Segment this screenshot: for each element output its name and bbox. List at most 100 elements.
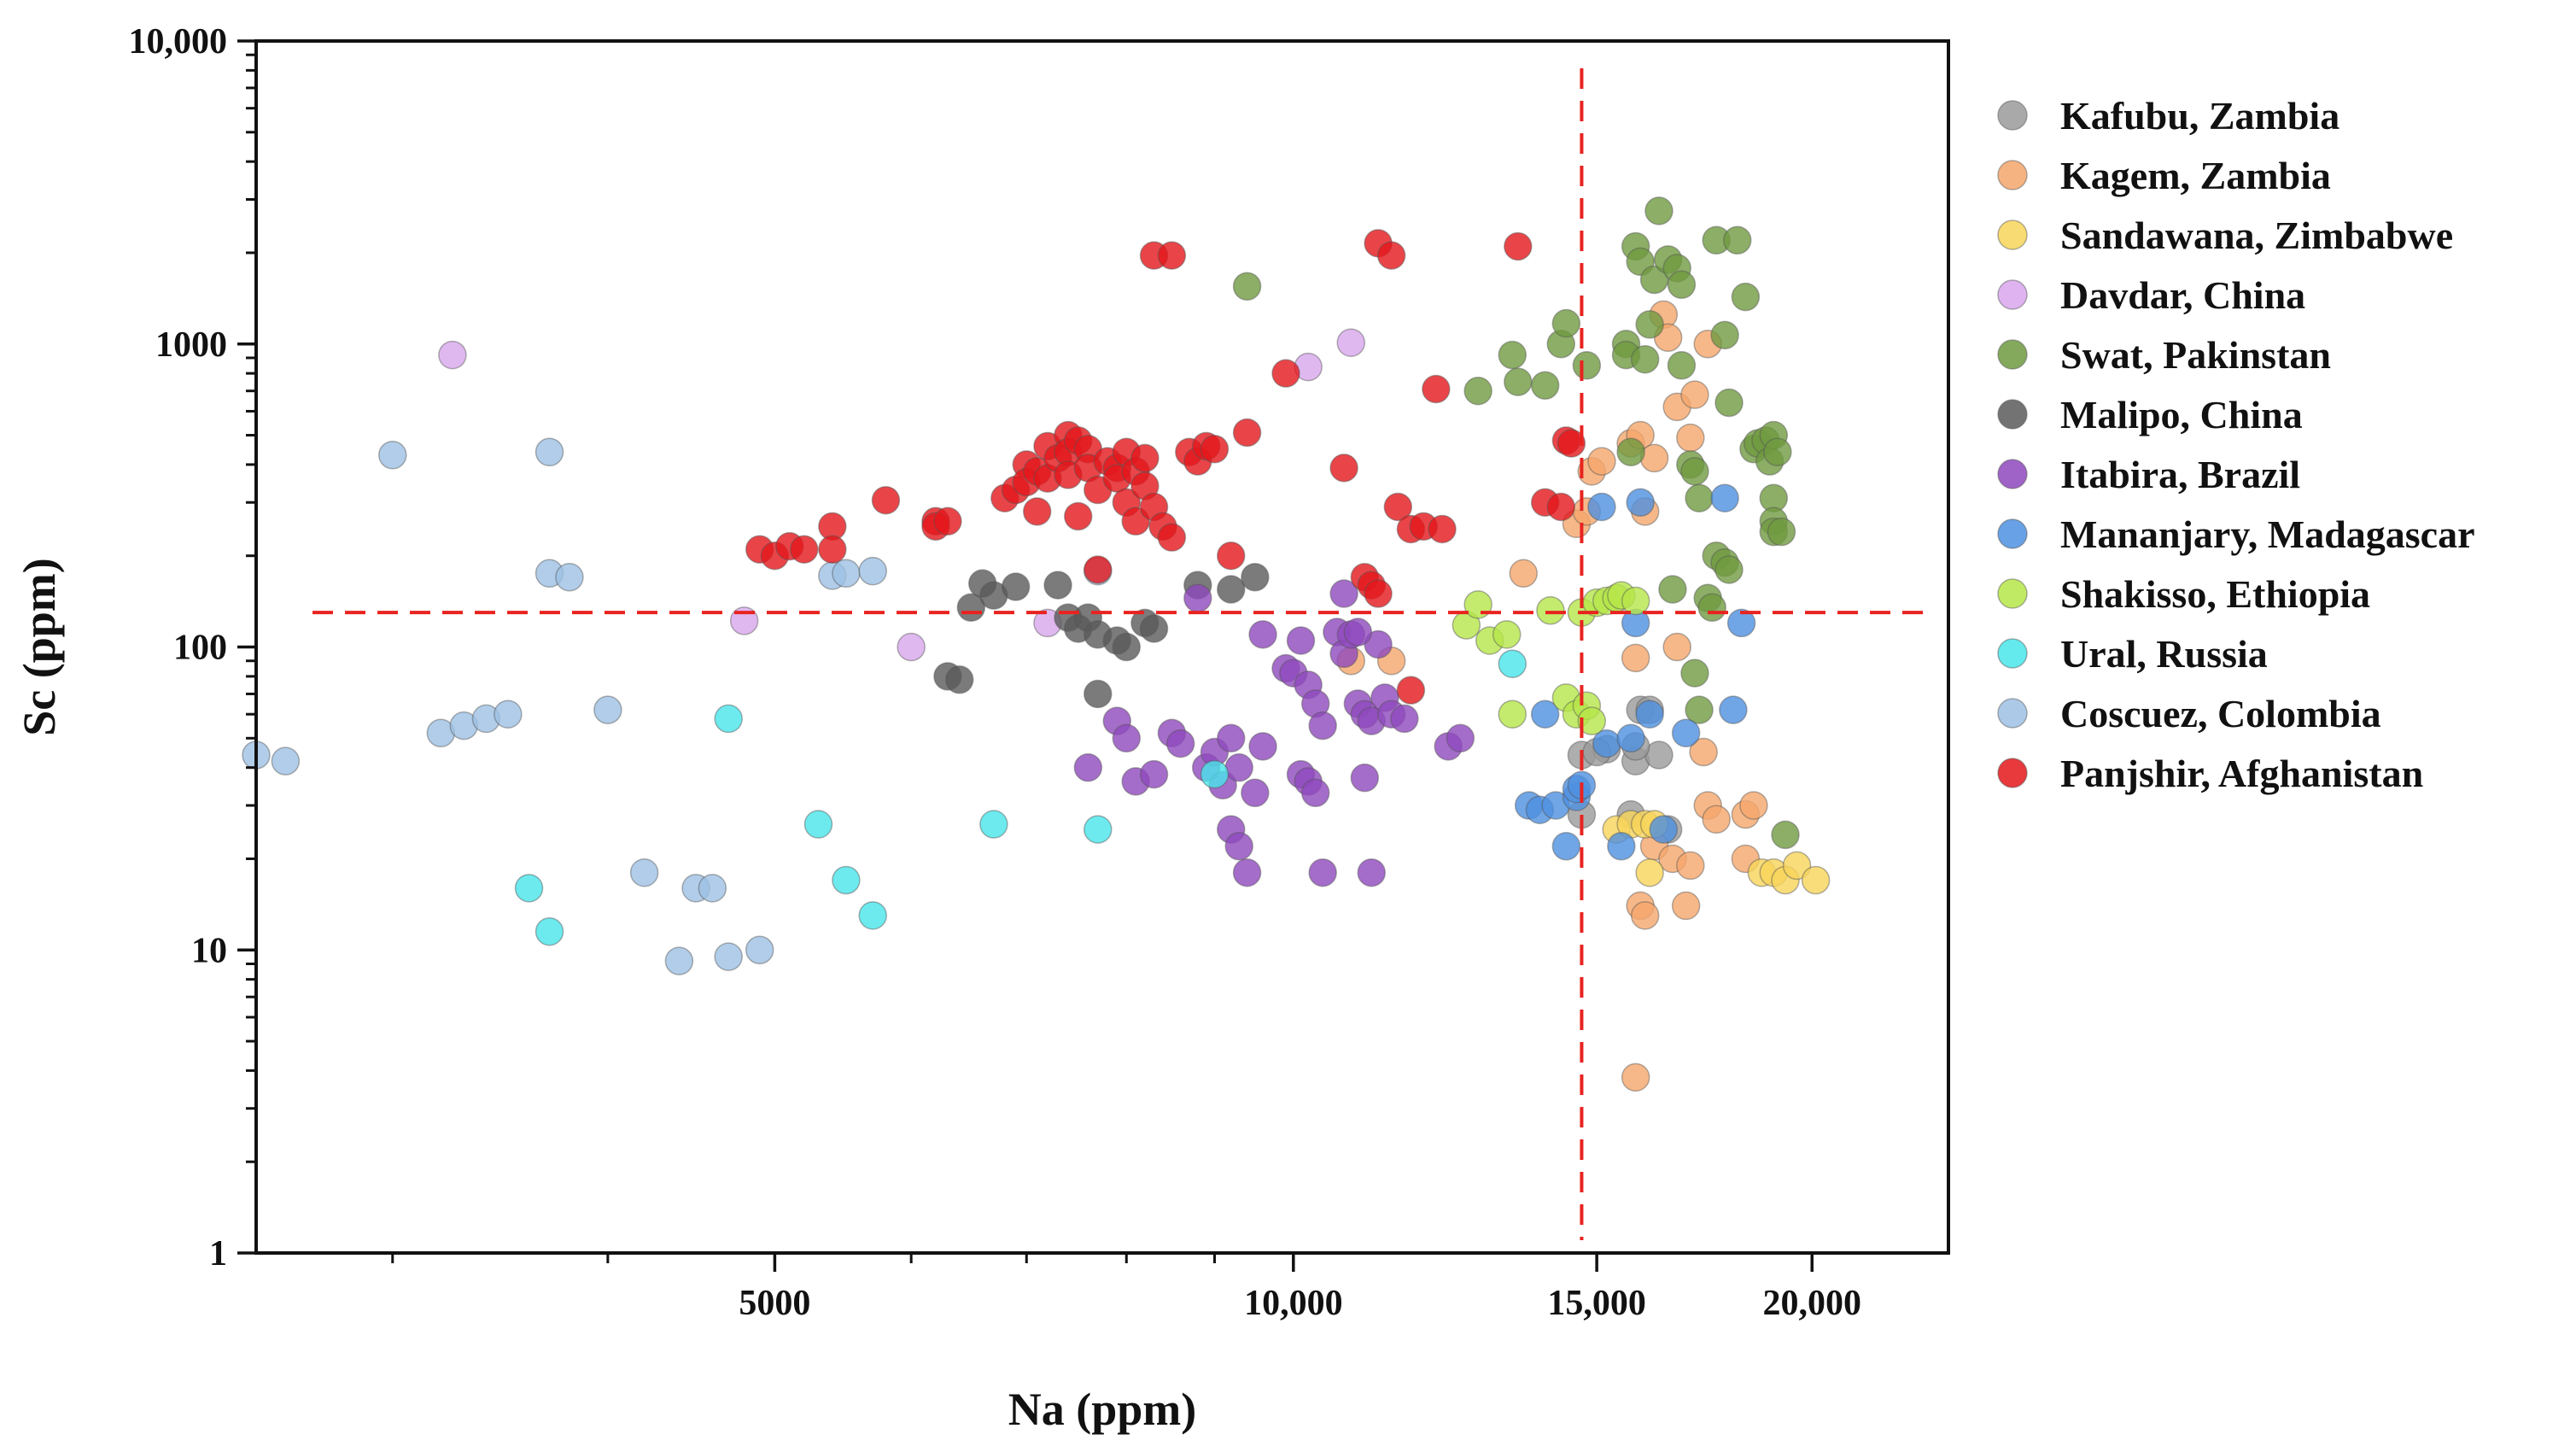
data-point xyxy=(1498,649,1527,678)
data-point xyxy=(1671,718,1701,747)
y-tick-label: 100 xyxy=(173,629,227,668)
data-point xyxy=(1232,418,1262,448)
data-point xyxy=(1680,457,1709,486)
data-point xyxy=(1782,851,1812,881)
data-point xyxy=(1217,723,1246,753)
data-point xyxy=(897,632,926,662)
data-point xyxy=(1635,310,1664,339)
data-point xyxy=(1771,820,1800,850)
data-point xyxy=(956,593,986,623)
data-point xyxy=(1530,700,1560,729)
data-point xyxy=(1336,328,1366,357)
data-point xyxy=(1504,367,1533,396)
data-point xyxy=(1157,241,1187,270)
data-point xyxy=(1492,620,1522,649)
data-point xyxy=(1726,608,1756,638)
data-point xyxy=(1719,695,1748,724)
legend-label: Kagem, Zambia xyxy=(2060,154,2331,197)
y-tick-label: 10,000 xyxy=(129,22,228,61)
data-point xyxy=(832,865,861,895)
data-point xyxy=(1551,308,1581,338)
data-point xyxy=(1644,196,1674,225)
data-point xyxy=(1649,815,1679,844)
data-point xyxy=(664,946,694,975)
data-point xyxy=(1084,815,1113,844)
data-point xyxy=(1697,593,1726,623)
data-point xyxy=(1383,492,1413,522)
data-point xyxy=(593,695,622,724)
data-point xyxy=(1241,562,1270,592)
data-point xyxy=(1112,723,1142,753)
data-point xyxy=(1714,555,1744,584)
data-point xyxy=(1200,435,1230,464)
data-point xyxy=(803,810,833,839)
data-point xyxy=(1658,575,1687,604)
data-point xyxy=(1446,723,1475,753)
y-tick-label: 1000 xyxy=(155,325,227,365)
legend-marker xyxy=(1997,698,2028,729)
data-point xyxy=(1073,752,1103,782)
data-point xyxy=(1504,231,1533,261)
data-point xyxy=(1662,632,1691,662)
data-point xyxy=(1676,423,1705,453)
data-point xyxy=(534,437,564,466)
data-point xyxy=(1767,517,1796,547)
legend-marker xyxy=(1997,578,2028,609)
data-point xyxy=(1587,447,1616,476)
data-point xyxy=(1639,443,1669,473)
data-point xyxy=(378,441,407,470)
data-point xyxy=(1241,778,1270,808)
data-point xyxy=(1271,359,1300,388)
data-point xyxy=(1217,575,1246,604)
data-point xyxy=(1112,632,1142,662)
data-point xyxy=(1702,805,1731,834)
data-point xyxy=(1396,676,1426,705)
data-point xyxy=(1200,759,1230,789)
data-point xyxy=(1224,752,1253,782)
data-point xyxy=(1801,865,1831,895)
y-tick-label: 1 xyxy=(209,1234,227,1273)
data-point xyxy=(1607,832,1636,861)
legend-label: Swat, Pakinstan xyxy=(2060,333,2331,377)
data-point xyxy=(1498,700,1527,729)
legend-marker xyxy=(1997,518,2028,549)
legend-marker xyxy=(1997,220,2028,250)
data-point xyxy=(514,874,544,903)
y-axis-title: Sc (ppm) xyxy=(14,558,65,736)
data-point xyxy=(1710,483,1739,512)
data-point xyxy=(944,665,974,694)
x-tick-label: 5000 xyxy=(739,1284,810,1323)
data-point xyxy=(979,810,1008,839)
legend-label: Ural, Russia xyxy=(2060,632,2268,676)
data-point xyxy=(1463,376,1492,406)
legend-label: Shakisso, Ethiopia xyxy=(2060,572,2370,616)
data-point xyxy=(1731,282,1761,312)
legend-label: Itabira, Brazil xyxy=(2060,453,2300,496)
data-point xyxy=(271,746,301,776)
data-point xyxy=(790,535,819,564)
x-tick-label: 20,000 xyxy=(1762,1284,1861,1323)
data-point xyxy=(1232,858,1262,887)
data-point xyxy=(1084,679,1113,709)
data-point xyxy=(1763,437,1792,466)
data-point xyxy=(1680,659,1709,688)
data-point xyxy=(1739,791,1768,820)
data-point xyxy=(1165,729,1195,758)
data-point xyxy=(1685,483,1714,512)
data-point xyxy=(1498,340,1527,370)
legend-marker xyxy=(1997,459,2028,489)
data-point xyxy=(1428,514,1457,544)
legend-label: Malipo, China xyxy=(2060,393,2303,436)
data-point xyxy=(1139,759,1169,789)
data-point xyxy=(1308,711,1337,741)
data-point xyxy=(1630,344,1660,374)
data-point xyxy=(1551,832,1581,861)
data-point xyxy=(555,562,584,592)
data-point xyxy=(714,704,743,734)
data-point xyxy=(1308,858,1337,887)
legend-label: Coscuez, Colombia xyxy=(2060,692,2381,735)
data-point xyxy=(1536,595,1565,625)
data-point xyxy=(1621,586,1650,616)
data-point xyxy=(1572,351,1602,380)
